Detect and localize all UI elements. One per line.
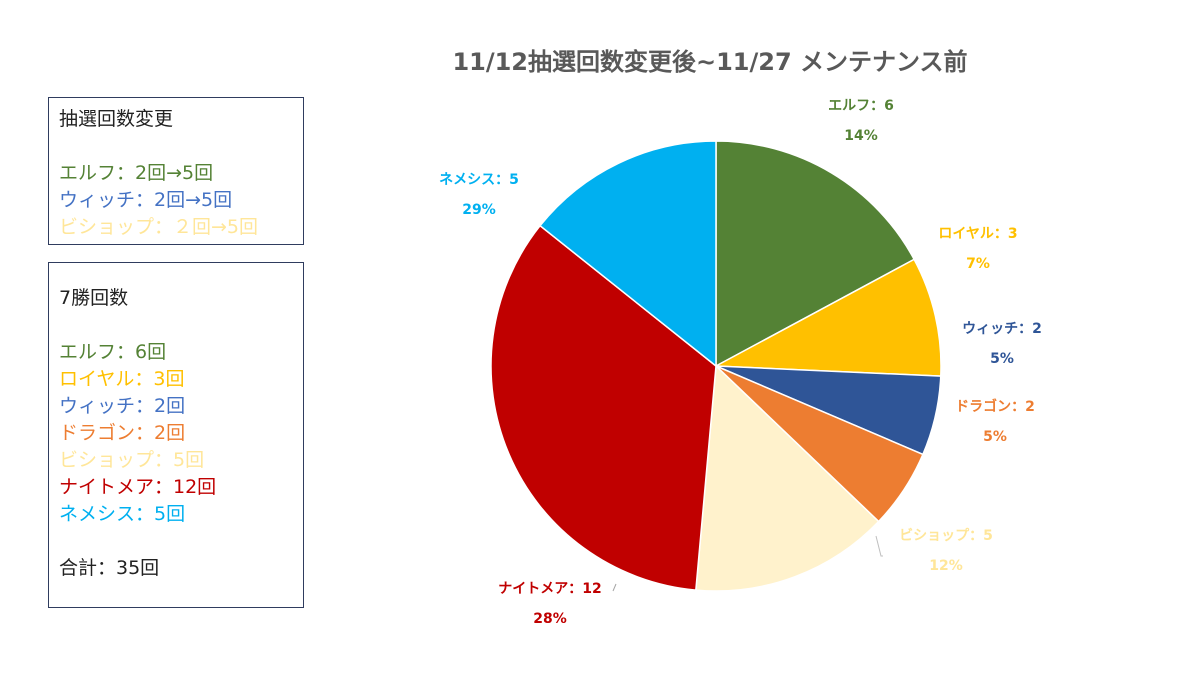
slice-percent-label: 29% [462,202,496,218]
pie-slice-2 [713,258,942,377]
slice-percent-label: 12% [929,558,963,574]
slice-percent-label: 28% [533,611,567,627]
slice-label: ロイヤル：3 [938,226,1017,242]
draw-change-line: ビショップ：２回→5回 [59,216,259,238]
draw-change-heading: 抽選回数変更 [59,108,174,130]
leader-line [612,583,617,592]
pie-slice-7 [539,140,717,368]
wins-total: 合計：35回 [59,557,160,579]
slice-percent-label: 5% [983,429,1007,445]
wins-line: ビショップ：5回 [59,449,205,471]
slice-label: ネメシス：5 [439,172,519,188]
slice-percent-label: 5% [990,351,1014,367]
draw-count-change-box: 抽選回数変更 エルフ：2回→5回 ウィッチ：2回→5回 ビショップ：２回→5回 [48,97,304,245]
slice-label: エルフ：6 [828,98,894,114]
seven-wins-count-box: 7勝回数 エルフ：6回 ロイヤル：3回 ウィッチ：2回 ドラゴン：2回 ビショッ… [48,262,304,608]
draw-change-line: ウィッチ：2回→5回 [59,189,233,211]
wins-heading: 7勝回数 [59,287,129,309]
wins-line: ドラゴン：2回 [59,422,186,444]
wins-line: ロイヤル：3回 [59,368,185,390]
wins-line: ウィッチ：2回 [59,395,186,417]
slice-percent-label: 7% [966,256,990,272]
pie-slice-1 [715,140,916,368]
chart-title: 11/12抽選回数変更後~11/27 メンテナンス前 [452,48,968,76]
slice-label: ビショップ：5 [899,528,993,544]
wins-line: エルフ：6回 [59,341,167,363]
slice-label: ウィッチ：2 [962,321,1042,337]
leader-line [875,535,883,557]
wins-line: ナイトメア：12回 [59,476,217,498]
pie-slice-6 [490,224,717,591]
slice-percent-label: 14% [844,128,878,144]
wins-line: ネメシス：5回 [59,503,186,525]
slice-label: ドラゴン：2 [955,398,1035,415]
draw-change-line: エルフ：2回→5回 [59,162,214,184]
slice-label: ナイトメア：12 [498,581,601,597]
pie-slice-5 [695,364,880,592]
